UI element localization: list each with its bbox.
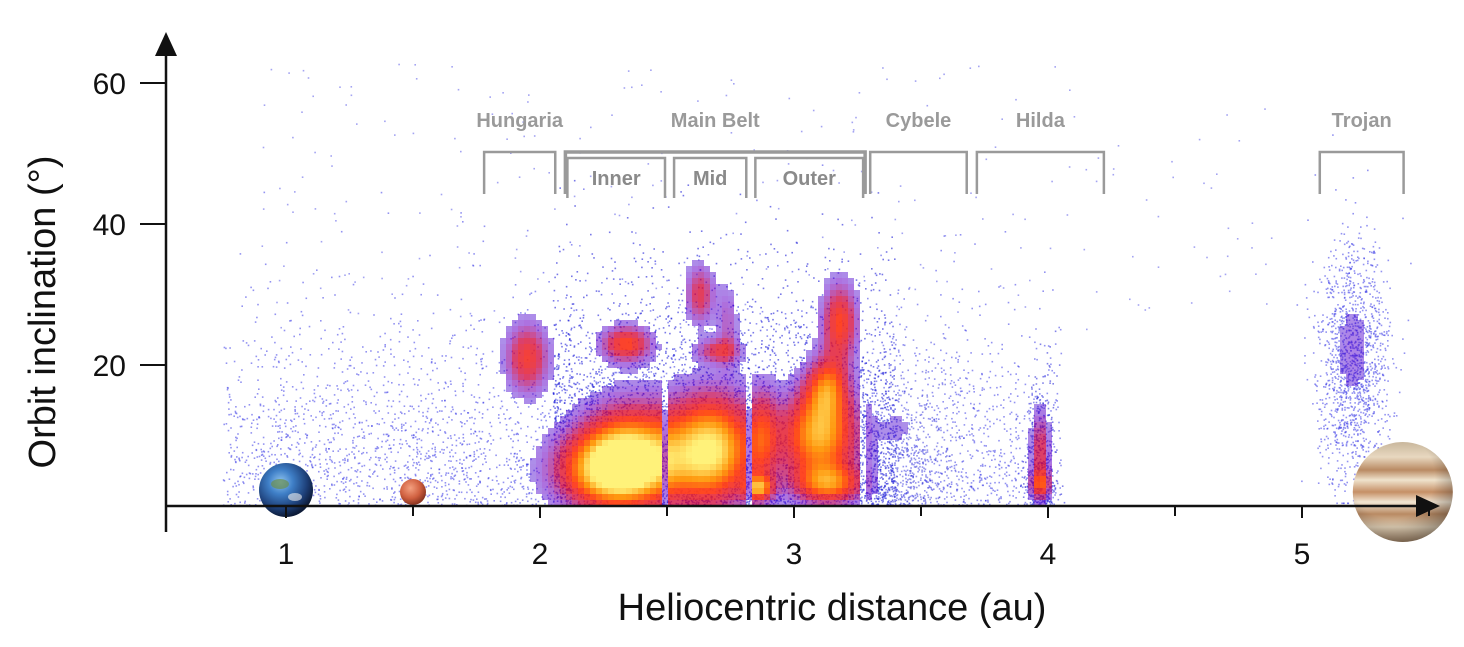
- x-tick-label: 4: [1040, 538, 1057, 571]
- subregion-label-inner: Inner: [592, 168, 641, 190]
- y-tick-label: 20: [93, 350, 126, 383]
- jupiter-planet-icon: [1353, 442, 1453, 542]
- region-bracket-cybele: [870, 152, 967, 194]
- region-bracket-trojan: [1320, 152, 1404, 194]
- y-tick-label: 60: [93, 68, 126, 101]
- subregion-label-outer: Outer: [783, 168, 837, 190]
- x-axis-label: Heliocentric distance (au): [618, 587, 1047, 629]
- region-bracket-hungaria: [484, 152, 555, 194]
- region-label-cybele: Cybele: [886, 110, 952, 132]
- subregion-label-mid: Mid: [693, 168, 727, 190]
- y-axis-arrow-icon: [155, 32, 177, 56]
- x-tick-label: 3: [786, 538, 803, 571]
- x-tick-label: 2: [532, 538, 549, 571]
- region-label-trojan: Trojan: [1332, 110, 1392, 132]
- region-label-hilda: Hilda: [1016, 110, 1066, 132]
- region-brackets: Hungaria Main Belt Inner Mid Outer Cybele Hild…: [476, 110, 1403, 198]
- x-tick-label: 1: [278, 538, 295, 571]
- region-label-main-belt: Main Belt: [671, 110, 760, 132]
- mars-planet-icon: [400, 479, 426, 505]
- asteroid-density-heatmap: [500, 260, 1364, 506]
- region-label-hungaria: Hungaria: [476, 110, 564, 132]
- x-tick-label: 5: [1294, 538, 1311, 571]
- y-tick-label: 40: [93, 209, 126, 242]
- region-bracket-hilda: [977, 152, 1104, 194]
- y-axis-label: Orbit inclination (°): [22, 156, 64, 469]
